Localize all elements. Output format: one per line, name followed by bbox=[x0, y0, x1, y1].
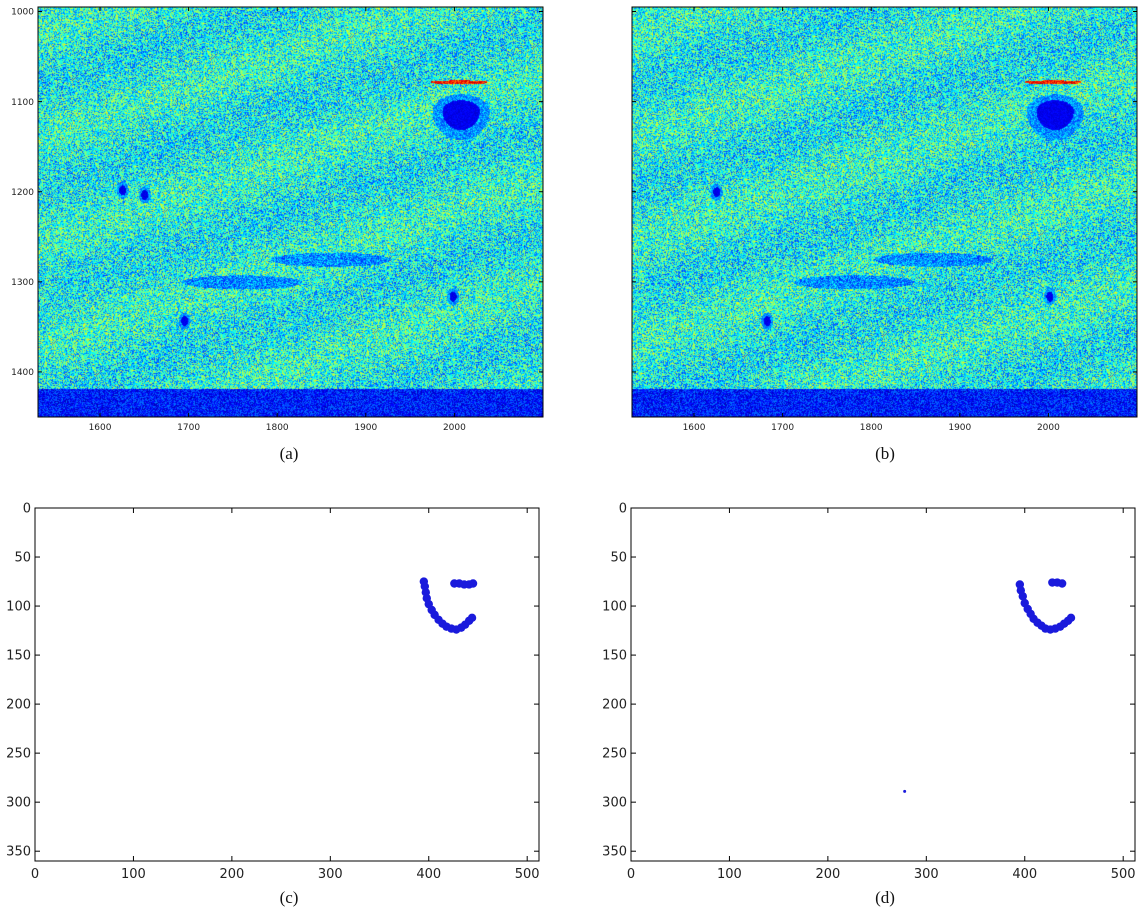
y-tick-label-c-1: 50 bbox=[14, 551, 31, 566]
panel-d: 0 100 200 300 400 500 0 50 100 150 200 250 300 350 bbox=[602, 502, 1135, 882]
y-tick-label-c-5: 250 bbox=[6, 747, 31, 762]
heatmap-image-a bbox=[38, 7, 543, 417]
x-tick-label-d-2: 200 bbox=[815, 867, 840, 882]
y-tick-label-d-5: 250 bbox=[602, 747, 627, 762]
x-tick-label-c-1: 100 bbox=[121, 867, 146, 882]
caption-c: (c) bbox=[279, 888, 299, 907]
y-tick-label-a-0: 1000 bbox=[11, 8, 34, 18]
x-tick-label-b-2: 1800 bbox=[860, 423, 883, 433]
y-tick-label-c-4: 200 bbox=[6, 698, 31, 713]
caption-a: (a) bbox=[279, 444, 299, 463]
y-tick-label-c-2: 100 bbox=[6, 600, 31, 615]
y-tick-label-a-2: 1200 bbox=[11, 188, 34, 198]
x-tick-label-c-0: 0 bbox=[31, 867, 39, 882]
plot-frame-d bbox=[630, 507, 1136, 862]
x-tick-label-a-3: 1900 bbox=[354, 423, 377, 433]
y-tick-label-a-1: 1100 bbox=[11, 98, 34, 108]
data-point-d-15 bbox=[1066, 613, 1076, 623]
caption-d: (d) bbox=[875, 888, 895, 907]
y-tick-label-d-1: 50 bbox=[610, 551, 627, 566]
y-tick-label-a-4: 1400 bbox=[11, 368, 34, 378]
x-tick-label-c-2: 200 bbox=[219, 867, 244, 882]
y-tick-label-d-2: 100 bbox=[602, 600, 627, 615]
x-tick-label-c-5: 500 bbox=[515, 867, 540, 882]
x-tick-label-b-0: 1600 bbox=[683, 423, 706, 433]
x-tick-label-d-0: 0 bbox=[627, 867, 635, 882]
x-tick-label-c-4: 400 bbox=[416, 867, 441, 882]
x-tick-label-a-1: 1700 bbox=[177, 423, 200, 433]
x-tick-label-d-5: 500 bbox=[1111, 867, 1136, 882]
x-tick-label-d-1: 100 bbox=[717, 867, 742, 882]
y-tick-label-d-3: 150 bbox=[602, 649, 627, 664]
panel-c: 0 100 200 300 400 500 0 50 100 150 200 250 300 350 bbox=[6, 502, 539, 882]
data-point-d-19 bbox=[903, 789, 907, 793]
x-tick-label-d-4: 400 bbox=[1012, 867, 1037, 882]
heatmap-image-b bbox=[632, 7, 1137, 417]
y-tick-label-d-0: 0 bbox=[619, 502, 627, 517]
data-point-c-20 bbox=[468, 579, 478, 588]
panel-a: 1600 1700 1800 1900 2000 1000 1100 1200 1300 1400 bbox=[11, 6, 544, 433]
plot-frame-c bbox=[34, 507, 540, 862]
x-tick-label-a-2: 1800 bbox=[266, 423, 289, 433]
y-tick-label-c-6: 300 bbox=[6, 796, 31, 811]
data-point-d-18 bbox=[1057, 579, 1067, 588]
x-tick-label-b-4: 2000 bbox=[1037, 423, 1060, 433]
x-tick-label-b-1: 1700 bbox=[771, 423, 794, 433]
plot-frame-b bbox=[631, 6, 1138, 418]
y-tick-label-d-6: 300 bbox=[602, 796, 627, 811]
x-tick-label-a-0: 1600 bbox=[89, 423, 112, 433]
y-tick-label-a-3: 1300 bbox=[11, 278, 34, 288]
x-tick-label-c-3: 300 bbox=[318, 867, 343, 882]
x-tick-label-d-3: 300 bbox=[914, 867, 939, 882]
y-tick-label-c-3: 150 bbox=[6, 649, 31, 664]
data-point-c-15 bbox=[467, 613, 477, 623]
y-tick-label-c-7: 350 bbox=[6, 845, 31, 860]
y-tick-label-d-7: 350 bbox=[602, 845, 627, 860]
caption-b: (b) bbox=[875, 444, 895, 463]
y-tick-label-c-0: 0 bbox=[23, 502, 31, 517]
x-tick-label-a-4: 2000 bbox=[443, 423, 466, 433]
panel-b: 1600 1700 1800 1900 2000 bbox=[631, 6, 1138, 433]
x-tick-label-b-3: 1900 bbox=[948, 423, 971, 433]
data-point-d-2 bbox=[1018, 592, 1027, 601]
y-tick-label-d-4: 200 bbox=[602, 698, 627, 713]
plot-frame-a bbox=[37, 6, 544, 418]
